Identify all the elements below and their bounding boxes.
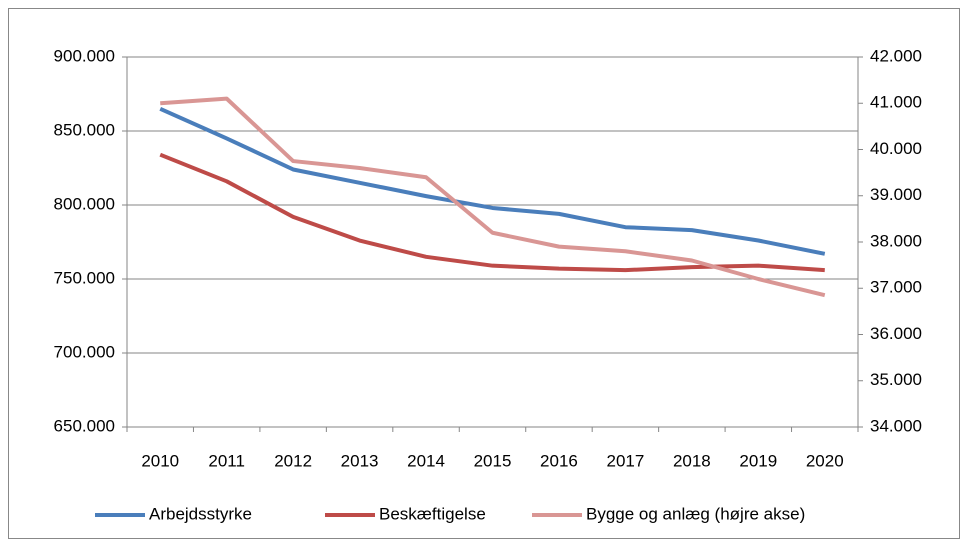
x-tick-label: 2014 [407, 451, 445, 470]
line-series [159, 106, 826, 256]
y2-tick-label: 37.000 [870, 278, 922, 297]
x-tick-label: 2013 [341, 451, 379, 470]
x-tick-label: 2015 [474, 451, 512, 470]
y-tick-label: 650.000 [54, 416, 115, 435]
y2-tick-label: 38.000 [870, 231, 922, 250]
y2-tick-label: 34.000 [870, 416, 922, 435]
y2-tick-label: 35.000 [870, 370, 922, 389]
y2-tick-label: 39.000 [870, 185, 922, 204]
y-tick-label: 850.000 [54, 120, 115, 139]
x-tick-label: 2012 [274, 451, 312, 470]
y2-tick-label: 36.000 [870, 324, 922, 343]
x-tick-label: 2010 [141, 451, 179, 470]
line-series [160, 96, 826, 298]
y-tick-label: 800.000 [54, 194, 115, 213]
y2-tick-label: 42.000 [870, 46, 922, 65]
y-tick-label: 750.000 [54, 268, 115, 287]
x-tick-label: 2017 [606, 451, 644, 470]
x-tick-label: 2020 [806, 451, 844, 470]
x-tick-label: 2019 [739, 451, 777, 470]
legend-label: Beskæftigelse [379, 504, 486, 523]
x-tick-label: 2011 [208, 451, 245, 470]
y-tick-label: 700.000 [54, 342, 115, 361]
x-tick-label: 2016 [540, 451, 578, 470]
y2-tick-label: 40.000 [870, 139, 922, 158]
y2-tick-label: 41.000 [870, 93, 922, 112]
legend-label: Bygge og anlæg (højre akse) [586, 504, 805, 523]
chart-border [8, 8, 960, 539]
x-tick-label: 2018 [673, 451, 711, 470]
legend-label: Arbejdsstyrke [149, 504, 252, 523]
y-tick-label: 900.000 [54, 46, 115, 65]
